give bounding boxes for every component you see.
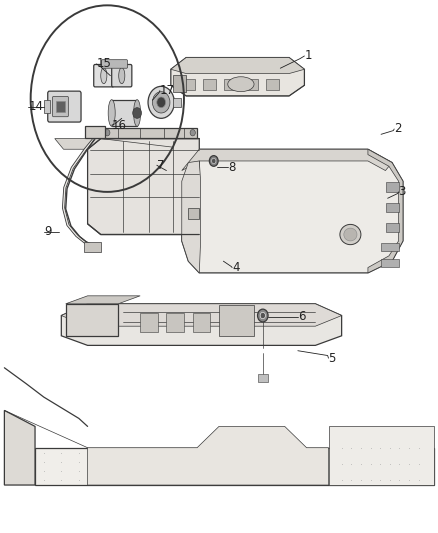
Bar [381,243,399,251]
Polygon shape [61,304,342,326]
Bar [203,79,216,90]
Polygon shape [35,448,434,485]
Text: 15: 15 [96,58,111,70]
Bar [84,242,101,252]
Text: 7: 7 [157,159,164,172]
Bar [188,208,199,219]
Text: 16: 16 [112,119,127,132]
Bar [166,313,184,332]
Text: 2: 2 [394,123,402,135]
Polygon shape [171,58,304,74]
Bar [386,223,399,232]
Text: 14: 14 [28,100,43,113]
Polygon shape [368,149,403,273]
Text: 17: 17 [160,84,175,97]
Circle shape [133,108,141,118]
FancyBboxPatch shape [94,64,114,87]
Text: 1: 1 [304,50,312,62]
Bar [56,101,65,112]
Circle shape [260,312,265,319]
FancyBboxPatch shape [48,91,81,122]
Polygon shape [4,410,35,485]
Bar [85,126,105,138]
Circle shape [157,97,166,108]
Polygon shape [88,139,199,235]
FancyBboxPatch shape [112,64,132,87]
Circle shape [212,158,216,164]
Bar [258,374,268,382]
Polygon shape [219,305,254,336]
Circle shape [190,130,195,136]
Polygon shape [66,304,118,336]
Bar [193,313,210,332]
Ellipse shape [228,77,254,92]
Text: 8: 8 [228,161,235,174]
Polygon shape [182,161,201,273]
Polygon shape [171,58,304,96]
Bar [112,100,137,126]
Bar [224,79,237,90]
Text: 9: 9 [44,225,51,238]
Polygon shape [55,139,101,149]
Polygon shape [66,296,140,304]
Polygon shape [182,149,403,273]
Bar [266,79,279,90]
Bar [173,75,186,92]
Bar [182,79,195,90]
Circle shape [105,130,110,136]
Bar [386,203,399,212]
Ellipse shape [134,100,141,126]
Text: 3: 3 [399,185,406,198]
Circle shape [258,309,268,322]
Polygon shape [88,426,328,485]
Polygon shape [61,304,342,345]
Bar [44,100,50,113]
Circle shape [209,156,218,166]
Bar [386,182,399,192]
Bar [140,313,158,332]
Ellipse shape [340,224,361,245]
Ellipse shape [119,68,125,84]
Bar [245,79,258,90]
Bar [381,259,399,266]
Text: 4: 4 [232,261,240,274]
Circle shape [148,86,174,118]
Text: 5: 5 [328,352,336,365]
FancyBboxPatch shape [102,60,127,68]
Circle shape [152,92,170,113]
Ellipse shape [344,228,357,241]
Text: 6: 6 [298,310,305,323]
Polygon shape [182,149,392,171]
FancyBboxPatch shape [53,96,68,117]
Polygon shape [328,426,434,485]
Polygon shape [103,128,197,138]
Ellipse shape [101,68,107,84]
Ellipse shape [108,100,115,126]
Bar [173,98,181,107]
